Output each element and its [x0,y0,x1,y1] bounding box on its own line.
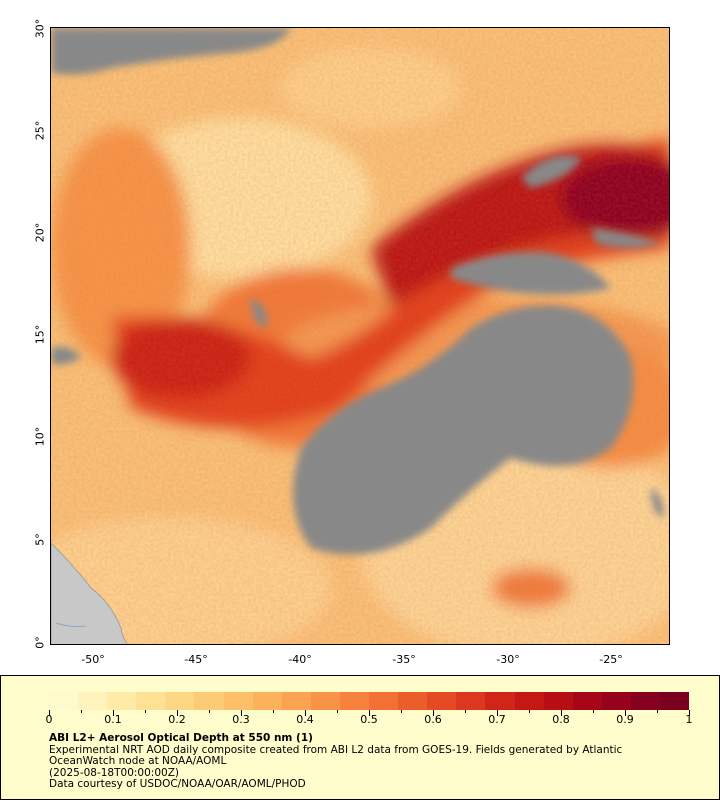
colorbar-swatch [281,692,311,710]
colorbar-tick [593,710,594,713]
colorbar-swatch [630,692,660,710]
colorbar-swatch [49,692,79,710]
colorbar-swatch [107,692,137,710]
lat-label-30: 30° [33,18,47,39]
colorbar-label: 1 [685,713,693,726]
colorbar-tick [433,710,434,716]
colorbar-tick [305,710,306,716]
lon-label-minus35: -35° [392,653,416,666]
colorbar-swatch [194,692,224,710]
colorbar-label: 0.4 [296,713,314,726]
lon-label-minus45: -45° [184,653,208,666]
colorbar [49,692,690,710]
river-line [55,622,87,628]
lat-label-10: 10° [33,426,47,447]
land-south-america [51,542,128,644]
lat-label-20: 20° [33,222,47,243]
colorbar-label: 0.6 [424,713,442,726]
no-data-regions [51,28,664,555]
lon-label-minus30: -30° [496,653,520,666]
colorbar-swatch [543,692,573,710]
colorbar-swatch [398,692,428,710]
colorbar-label: 0.2 [168,713,186,726]
colorbar-tick [465,710,466,713]
colorbar-swatch [136,692,166,710]
colorbar-swatch [514,692,544,710]
colorbar-swatch [456,692,486,710]
legend-date: (2025-08-18T00:00:00Z) [49,766,179,779]
lon-label-minus40: -40° [288,653,312,666]
colorbar-tick [625,710,626,716]
colorbar-tick [177,710,178,716]
legend-panel: 0 0.1 0.2 0.3 0.4 0.5 0.6 0.7 0.8 0.9 1 ABI L2+ Ae… [0,675,720,800]
aod-map [50,27,670,645]
colorbar-tick [497,710,498,716]
lat-label-5: 5° [33,533,47,546]
legend-description-line2: OceanWatch node at NOAA/AOML [49,755,227,767]
colorbar-tick [401,710,402,713]
colorbar-tick [337,710,338,713]
colorbar-swatch [427,692,457,710]
colorbar-swatch [223,692,253,710]
colorbar-tick [529,710,530,713]
legend-text: ABI L2+ Aerosol Optical Depth at 550 nm … [49,732,689,791]
lat-label-25: 25° [33,120,47,141]
colorbar-label: 0.3 [232,713,250,726]
colorbar-tick [209,710,210,713]
colorbar-tick [145,710,146,713]
lat-label-15: 15° [33,324,47,345]
colorbar-tick [81,710,82,713]
colorbar-tick [241,710,242,716]
colorbar-label: 0.9 [616,713,634,726]
colorbar-swatch [601,692,631,710]
aod-field-svg [51,28,669,644]
legend-title: ABI L2+ Aerosol Optical Depth at 550 nm … [49,732,313,744]
colorbar-swatch [310,692,340,710]
colorbar-swatch [252,692,282,710]
colorbar-swatch [659,692,690,710]
lon-label-minus25: -25° [599,653,623,666]
lat-label-0: 0° [33,636,47,649]
colorbar-swatch [572,692,602,710]
colorbar-swatch [485,692,515,710]
colorbar-tick [113,710,114,716]
colorbar-ticks [49,710,690,720]
lon-label-minus50: -50° [81,653,105,666]
colorbar-swatch [339,692,370,710]
colorbar-label: 0.1 [104,713,122,726]
legend-credits: Data courtesy of USDOC/NOAA/OAR/AOML/PHO… [49,778,306,790]
colorbar-label: 0 [45,713,53,726]
colorbar-tick [561,710,562,716]
colorbar-label: 0.7 [488,713,506,726]
colorbar-tick [49,710,50,716]
colorbar-swatch [78,692,108,710]
colorbar-label: 0.8 [552,713,570,726]
colorbar-label: 0.5 [360,713,378,726]
legend-description-line1: Experimental NRT AOD daily composite cre… [49,743,623,756]
colorbar-tick [689,710,690,716]
colorbar-tick [273,710,274,713]
colorbar-swatch [165,692,195,710]
colorbar-swatch [369,692,399,710]
colorbar-tick [657,710,658,713]
colorbar-tick [369,710,370,716]
